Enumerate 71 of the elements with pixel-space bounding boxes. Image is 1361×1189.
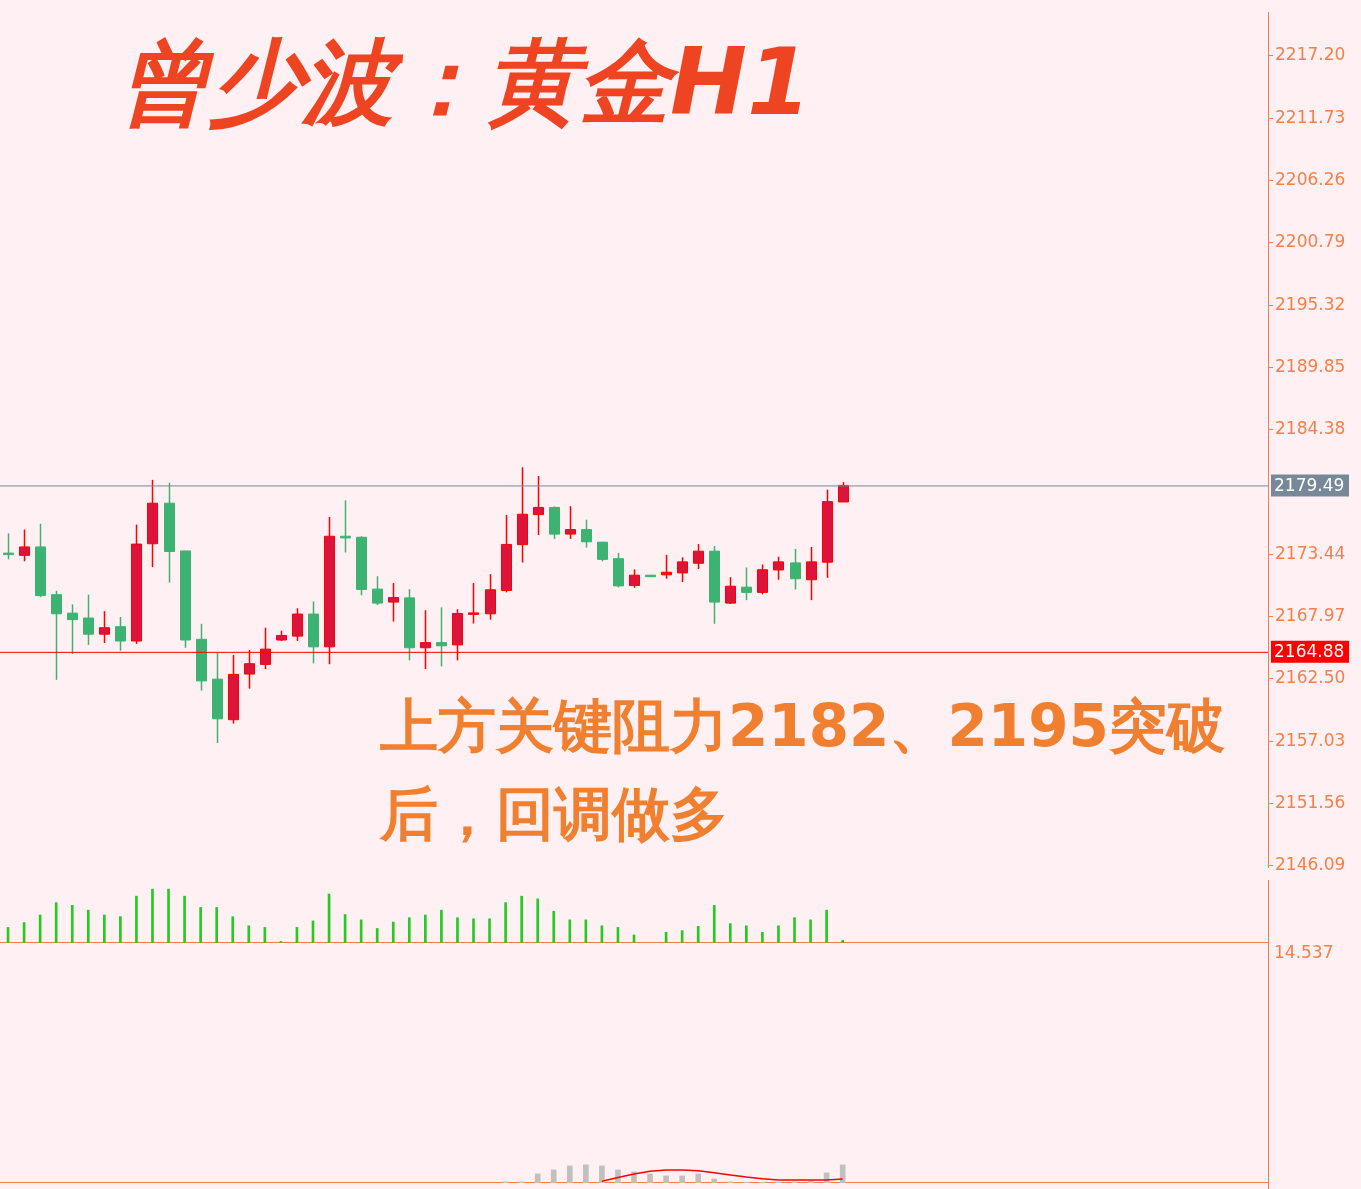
bar xyxy=(809,919,812,943)
ref-line-label: 2179.49 xyxy=(1274,474,1345,495)
bar xyxy=(696,925,700,943)
y-tick-label: 2157.03 xyxy=(1275,729,1346,750)
annotation: 上方关键阻力2182、2195突破后，回调做多 xyxy=(380,691,1226,850)
candlestick xyxy=(565,505,576,540)
candlestick xyxy=(388,582,399,623)
bar xyxy=(231,916,235,943)
y-tick-label: 2146.09 xyxy=(1275,854,1346,875)
bar xyxy=(199,907,202,943)
bar xyxy=(167,888,170,943)
bar xyxy=(566,1165,573,1183)
bar xyxy=(663,1175,669,1183)
bar xyxy=(568,919,572,943)
ref-line-label: 2164.88 xyxy=(1274,641,1345,662)
bar xyxy=(536,898,540,943)
candlestick xyxy=(468,582,479,625)
bar xyxy=(215,907,219,943)
bar xyxy=(151,888,154,943)
y-tick-label: 2151.56 xyxy=(1275,791,1346,812)
y-tick-label: 2189.85 xyxy=(1275,355,1346,376)
candlestick xyxy=(757,563,768,596)
bar xyxy=(488,918,491,943)
bar xyxy=(647,1173,653,1183)
candlestick xyxy=(99,610,110,644)
y-tick-label: 2217.20 xyxy=(1275,44,1346,65)
y-tick-label: 2162.50 xyxy=(1275,667,1346,688)
y-tick-label: 2206.26 xyxy=(1275,168,1346,189)
bar xyxy=(728,923,732,943)
y-tick-label: 2200.79 xyxy=(1275,231,1346,252)
bar xyxy=(119,916,122,943)
bar xyxy=(407,917,411,943)
bar xyxy=(472,918,475,943)
bar xyxy=(54,902,58,943)
bar xyxy=(793,917,796,943)
bar xyxy=(550,1169,557,1183)
bar xyxy=(841,939,844,943)
bar xyxy=(391,921,395,943)
bar xyxy=(679,1175,685,1183)
bar xyxy=(86,909,90,943)
bar xyxy=(777,925,780,943)
y-tick-label: 2195.32 xyxy=(1275,293,1346,314)
y-tick-label: 2184.38 xyxy=(1275,418,1346,439)
bar xyxy=(440,909,443,943)
text: 14.537 xyxy=(1274,942,1334,962)
bar xyxy=(456,917,459,943)
bar xyxy=(247,925,251,943)
y-tick-label: 2167.97 xyxy=(1275,605,1346,626)
bar xyxy=(825,909,828,943)
candlestick xyxy=(115,616,126,652)
bar xyxy=(375,928,379,943)
bar xyxy=(583,1164,589,1183)
bar xyxy=(183,895,186,943)
bar xyxy=(424,914,427,943)
bar xyxy=(712,904,716,943)
y-tick-label: 2173.44 xyxy=(1275,542,1346,563)
y-tick-label: 2211.73 xyxy=(1275,106,1346,127)
bar xyxy=(695,1173,702,1183)
bar xyxy=(520,895,523,943)
bar xyxy=(552,910,556,943)
bar xyxy=(103,914,106,943)
bar xyxy=(745,925,748,943)
bar xyxy=(761,931,764,943)
candlestick xyxy=(19,528,30,563)
chart-title: 曾少波：黄金H1 xyxy=(118,28,812,138)
bar xyxy=(711,1178,718,1183)
bar xyxy=(599,1165,605,1183)
bar xyxy=(70,904,74,943)
bar xyxy=(135,895,138,943)
bar xyxy=(534,1173,541,1183)
bar xyxy=(504,902,507,943)
